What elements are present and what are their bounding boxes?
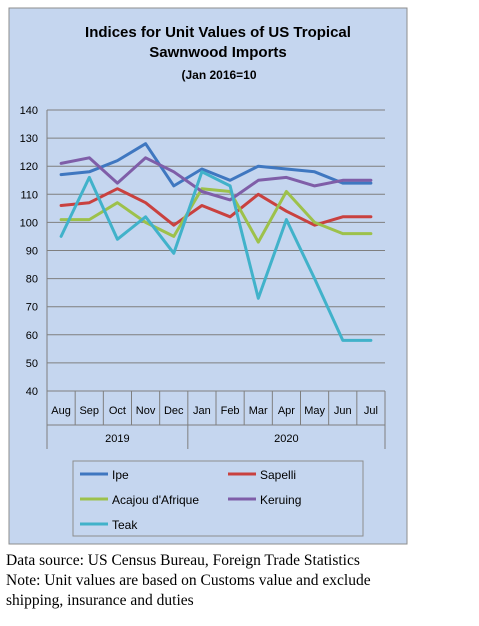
x-tick-label: Aug <box>51 405 71 417</box>
series-line-acajou-d-afrique <box>59 187 373 244</box>
y-tick-label: 140 <box>20 105 38 117</box>
x-tick-label: Sep <box>79 405 99 417</box>
x-tick-label: Mar <box>249 405 268 417</box>
x-tick-label: Jul <box>364 405 378 417</box>
unit-values-note-continued: shipping, insurance and duties <box>6 592 194 609</box>
x-tick-label: Dec <box>164 405 184 417</box>
y-tick-label: 110 <box>20 189 38 201</box>
x-tick-label: Jan <box>193 405 211 417</box>
x-group-label: 2020 <box>274 433 298 445</box>
y-tick-label: 50 <box>26 358 38 370</box>
y-tick-label: 120 <box>20 161 38 173</box>
unit-values-note: Note: Unit values are based on Customs v… <box>6 572 371 589</box>
y-tick-label: 80 <box>26 274 38 286</box>
series-line-keruing <box>59 156 373 202</box>
x-group-label: 2019 <box>105 433 129 445</box>
legend-box <box>72 460 364 537</box>
series-line-teak <box>59 170 373 342</box>
data-source-note: Data source: US Census Bureau, Foreign T… <box>6 552 360 569</box>
y-tick-label: 100 <box>20 217 38 229</box>
legend-label: Teak <box>112 518 138 532</box>
y-tick-label: 130 <box>20 133 38 145</box>
y-tick-label: 40 <box>26 386 38 398</box>
legend-label: Keruing <box>260 493 301 507</box>
y-tick-label: 70 <box>26 302 38 314</box>
legend: Ipe Sapelli Acajou d'Afrique Keruing Teak <box>72 460 364 537</box>
x-tick-label: Jun <box>334 405 352 417</box>
x-tick-label: Apr <box>278 405 295 417</box>
x-tick-label: Nov <box>136 405 156 417</box>
chart-subtitle: (Jan 2016=10 <box>181 68 256 82</box>
chart-title-line-1: Indices for Unit Values of US Tropical <box>85 24 351 41</box>
y-tick-label: 90 <box>26 246 38 258</box>
y-tick-label: 60 <box>26 330 38 342</box>
series-line-ipe <box>59 142 373 188</box>
legend-label: Sapelli <box>260 468 296 482</box>
notes: Data source: US Census Bureau, Foreign T… <box>6 551 476 611</box>
x-tick-label: Feb <box>221 405 240 417</box>
x-tick-label: May <box>304 405 325 417</box>
chart: Indices for Unit Values of US Tropical S… <box>8 7 408 545</box>
x-tick-label: Oct <box>109 405 126 417</box>
legend-label: Acajou d'Afrique <box>112 493 199 507</box>
chart-title-line-2: Sawnwood Imports <box>149 44 287 61</box>
legend-label: Ipe <box>112 468 129 482</box>
plot-area: 40 50 60 70 80 90 100 110 120 130 140 Aug Sep Oct Nov D… <box>20 105 386 449</box>
